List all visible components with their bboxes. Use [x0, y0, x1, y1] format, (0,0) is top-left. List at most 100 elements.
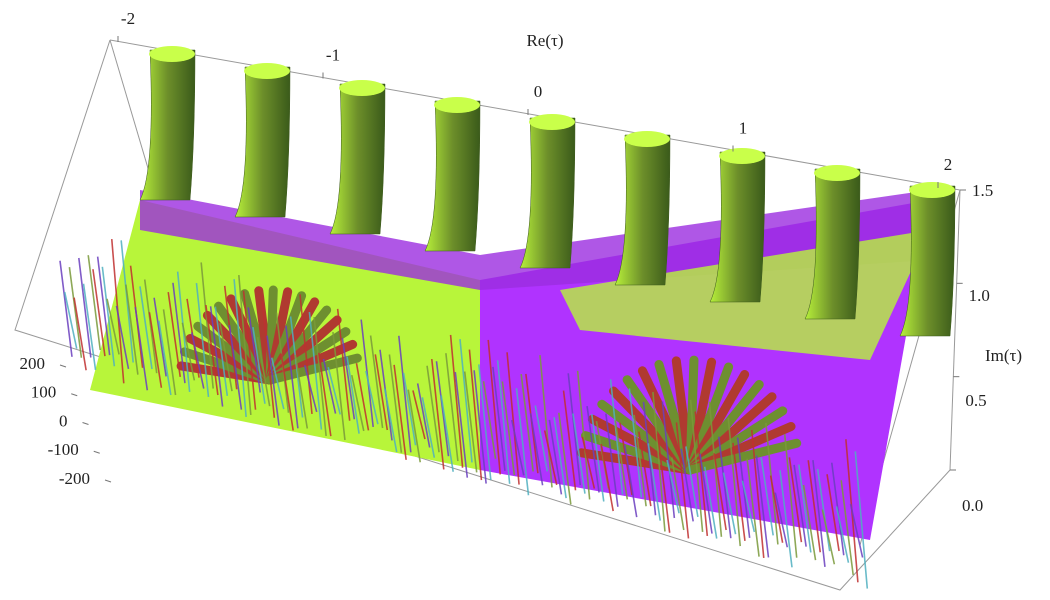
- tube-cap: [529, 114, 575, 130]
- spike: [181, 322, 196, 381]
- spike: [299, 294, 313, 415]
- spike: [336, 308, 351, 421]
- tube: [899, 185, 956, 337]
- spike: [454, 371, 469, 478]
- spike: [713, 453, 727, 531]
- spike: [482, 381, 497, 459]
- z-tick: [104, 479, 112, 483]
- spike: [341, 338, 356, 420]
- tube: [234, 66, 291, 218]
- spike: [807, 460, 822, 553]
- x-tick-label: 0: [534, 82, 543, 101]
- y-tick-label: 1.5: [972, 181, 993, 200]
- spike: [802, 484, 817, 561]
- spike: [106, 298, 120, 355]
- spike: [374, 354, 389, 431]
- spike: [666, 459, 680, 514]
- spike: [647, 443, 662, 521]
- tube-cap: [624, 131, 670, 147]
- spike: [567, 373, 582, 486]
- spike: [167, 291, 182, 377]
- spike: [115, 305, 130, 370]
- spike: [478, 364, 492, 481]
- spike: [755, 455, 770, 558]
- spike: [779, 470, 793, 568]
- x-axis-label: Re(τ): [526, 31, 563, 50]
- tube: [424, 100, 481, 252]
- spike: [854, 451, 869, 589]
- tube-cap: [434, 97, 480, 113]
- spike: [694, 411, 709, 537]
- spike: [543, 430, 558, 486]
- spike: [445, 353, 459, 462]
- spike: [840, 480, 854, 576]
- spike: [153, 297, 167, 377]
- spike: [501, 381, 516, 476]
- spikes: [59, 239, 869, 589]
- spike: [266, 335, 280, 426]
- spike: [459, 339, 473, 463]
- spike: [798, 464, 812, 553]
- spike: [835, 506, 850, 563]
- spike: [59, 260, 73, 357]
- spike: [661, 401, 676, 519]
- spike: [741, 480, 756, 533]
- spike: [92, 269, 106, 357]
- spike: [769, 475, 784, 543]
- x-tick-label: 2: [944, 155, 953, 174]
- spike: [270, 357, 285, 410]
- spike: [506, 352, 520, 485]
- spike: [675, 422, 690, 539]
- spike: [510, 419, 525, 476]
- spike: [125, 284, 139, 375]
- spike: [708, 401, 723, 537]
- spike: [492, 366, 506, 471]
- z-tick: [59, 364, 67, 368]
- spike: [463, 371, 478, 473]
- y-tick-label: 0.0: [962, 496, 983, 515]
- spike: [562, 390, 577, 491]
- x-tick-label: -2: [121, 9, 135, 28]
- y-tick-label: 0.5: [965, 391, 986, 410]
- spike: [172, 282, 186, 384]
- spike: [120, 240, 134, 363]
- z-tick-label: 100: [31, 383, 57, 402]
- spike: [812, 460, 826, 567]
- spike: [190, 332, 205, 389]
- spike: [383, 388, 398, 453]
- spike: [393, 364, 407, 460]
- spike: [369, 335, 384, 429]
- y-tick-label: 1.0: [969, 286, 990, 305]
- spike: [440, 395, 454, 472]
- tube: [804, 168, 861, 320]
- spike: [642, 401, 657, 516]
- spike: [783, 434, 798, 558]
- z-tick-label: -100: [48, 440, 79, 459]
- spike: [327, 367, 342, 415]
- spike: [718, 436, 732, 539]
- spike: [468, 349, 483, 481]
- spike: [238, 274, 252, 416]
- spike: [586, 406, 600, 493]
- spike: [732, 442, 746, 541]
- spike: [689, 399, 704, 533]
- spike: [722, 472, 737, 535]
- spike: [670, 457, 685, 531]
- tube-cap: [719, 148, 765, 164]
- tube-cap: [244, 63, 290, 79]
- spike: [623, 444, 638, 518]
- spike: [572, 413, 586, 494]
- spike: [849, 503, 864, 558]
- spike: [605, 413, 619, 507]
- spike: [407, 389, 422, 463]
- spike: [652, 392, 666, 532]
- spike: [746, 458, 760, 557]
- spike: [699, 453, 713, 534]
- spike: [534, 405, 549, 472]
- spike: [821, 509, 836, 565]
- spike: [87, 255, 102, 351]
- spike: [750, 429, 765, 559]
- spike: [82, 283, 97, 371]
- spike: [346, 356, 360, 434]
